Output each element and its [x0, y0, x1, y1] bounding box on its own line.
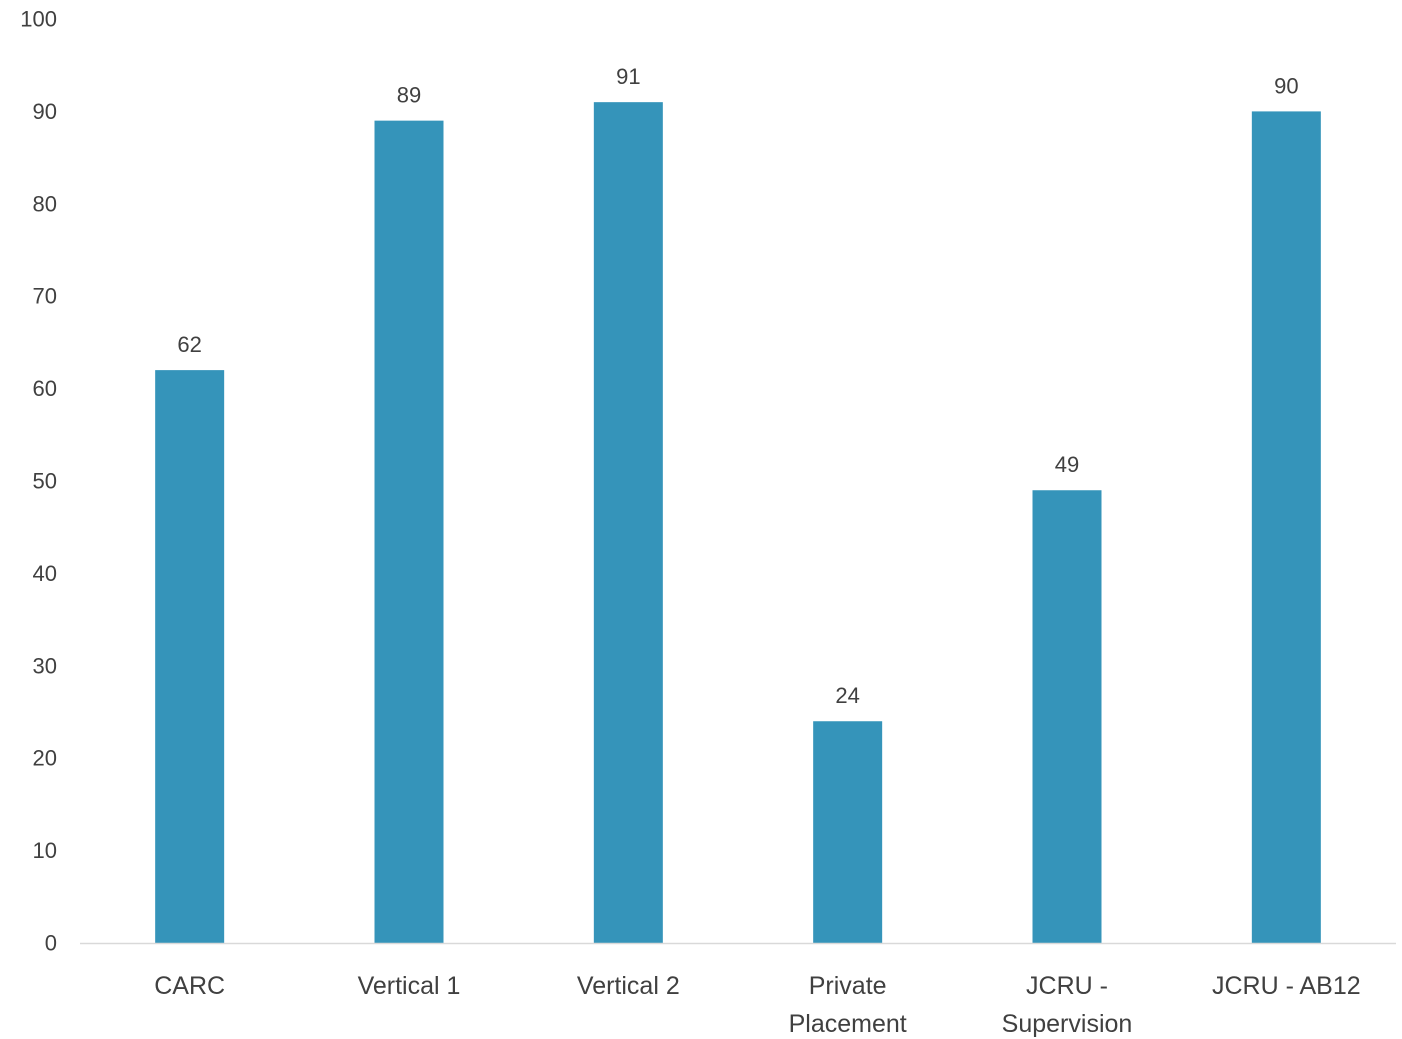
y-tick-label: 100 — [20, 7, 57, 32]
y-tick-label: 10 — [33, 838, 57, 863]
x-tick-label-line: JCRU - — [1026, 972, 1108, 1000]
bar — [813, 721, 883, 943]
y-tick-label: 60 — [33, 376, 57, 401]
data-label: 24 — [835, 683, 859, 708]
x-tick-label: JCRU - AB12 — [1212, 972, 1361, 1000]
y-tick-label: 0 — [45, 931, 57, 956]
y-tick-label: 70 — [33, 284, 57, 309]
x-tick-label-line: Supervision — [1002, 1010, 1133, 1038]
x-tick-label: CARC — [154, 972, 225, 1000]
y-tick-label: 40 — [33, 561, 57, 586]
y-tick-label: 80 — [33, 191, 57, 216]
x-tick-label: Private Placement — [789, 972, 907, 1038]
x-tick-label-line: Vertical 1 — [358, 972, 461, 1000]
x-tick-label: Vertical 2 — [577, 972, 680, 1000]
y-axis-ticks: 0 10 20 30 40 50 60 70 80 90 100 — [20, 7, 57, 956]
bar — [1251, 111, 1321, 943]
data-label: 49 — [1055, 452, 1079, 477]
x-tick-label-line: Private — [809, 972, 887, 1000]
bar — [593, 102, 663, 943]
x-tick-label-line: CARC — [154, 972, 225, 1000]
x-tick-label-line: Placement — [789, 1010, 907, 1038]
data-label: 62 — [177, 332, 201, 357]
bar — [1032, 490, 1102, 943]
x-tick-label-line: Vertical 2 — [577, 972, 680, 1000]
bar — [155, 370, 225, 943]
y-tick-label: 30 — [33, 653, 57, 678]
bars — [155, 102, 1321, 943]
data-label: 91 — [616, 64, 640, 89]
data-labels: 62 89 91 24 49 90 — [177, 64, 1298, 708]
data-label: 90 — [1274, 73, 1298, 98]
data-label: 89 — [397, 83, 421, 108]
x-tick-label-line: JCRU - AB12 — [1212, 972, 1361, 1000]
x-axis-category-labels: CARC Vertical 1 Vertical 2 Private Placement… — [154, 972, 1360, 1038]
x-tick-label: JCRU - Supervision — [1002, 972, 1133, 1038]
x-tick-label: Vertical 1 — [358, 972, 461, 1000]
bar — [374, 120, 444, 943]
y-tick-label: 90 — [33, 99, 57, 124]
y-tick-label: 20 — [33, 746, 57, 771]
y-tick-label: 50 — [33, 469, 57, 494]
